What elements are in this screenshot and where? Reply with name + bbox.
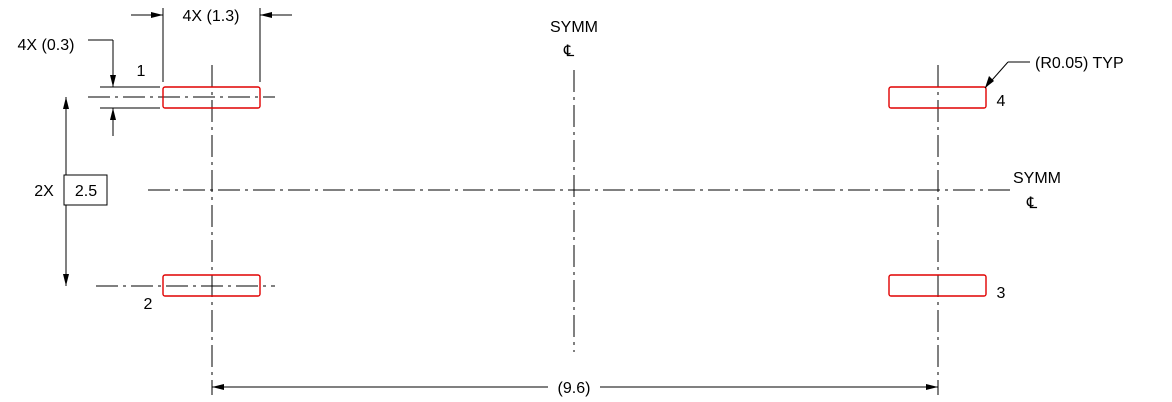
pad-height-dimension: 4X (0.3) bbox=[18, 37, 160, 136]
pad-width-label: 4X (1.3) bbox=[183, 8, 240, 25]
basic-dimension-box bbox=[63, 174, 108, 206]
corner-radius-label: (R0.05) TYP bbox=[1035, 55, 1124, 72]
pad-number-4: 4 bbox=[997, 93, 1006, 110]
pad-number-1: 1 bbox=[137, 63, 146, 80]
span-label: (9.6) bbox=[558, 380, 591, 397]
centerlines bbox=[88, 65, 1010, 395]
arrow-icon bbox=[151, 12, 163, 18]
pitch-value-label: 2.5 bbox=[75, 183, 97, 200]
symm-horizontal-label: SYMM bbox=[1013, 170, 1061, 187]
arrow-icon bbox=[110, 75, 116, 87]
pad-3 bbox=[888, 274, 987, 297]
centerline-symbol-icon: ℄ bbox=[1026, 195, 1038, 212]
pad-width-dimension: 4X (1.3) bbox=[131, 8, 292, 82]
pad-number-2: 2 bbox=[144, 296, 153, 313]
symm-vertical-label: SYMM bbox=[550, 19, 598, 36]
arrow-icon bbox=[63, 97, 69, 109]
span-dimension: (9.6) bbox=[212, 380, 938, 397]
arrow-icon bbox=[985, 76, 994, 88]
corner-radius-callout: (R0.05) TYP bbox=[984, 55, 1124, 89]
pitch-prefix-label: 2X bbox=[34, 183, 54, 200]
centerline-symbol-icon: ℄ bbox=[563, 43, 575, 60]
pad-number-3: 3 bbox=[997, 285, 1006, 302]
arrow-icon bbox=[260, 12, 272, 18]
arrow-icon bbox=[110, 108, 116, 120]
arrow-icon bbox=[63, 274, 69, 286]
pad-4 bbox=[888, 86, 987, 109]
arrow-icon bbox=[926, 384, 938, 390]
pad-2 bbox=[162, 274, 261, 297]
pad-1 bbox=[162, 86, 261, 109]
pads bbox=[162, 86, 987, 297]
arrow-icon bbox=[212, 384, 224, 390]
pitch-dimension: 2X 2.5 bbox=[34, 97, 108, 286]
pad-height-label: 4X (0.3) bbox=[18, 37, 75, 54]
